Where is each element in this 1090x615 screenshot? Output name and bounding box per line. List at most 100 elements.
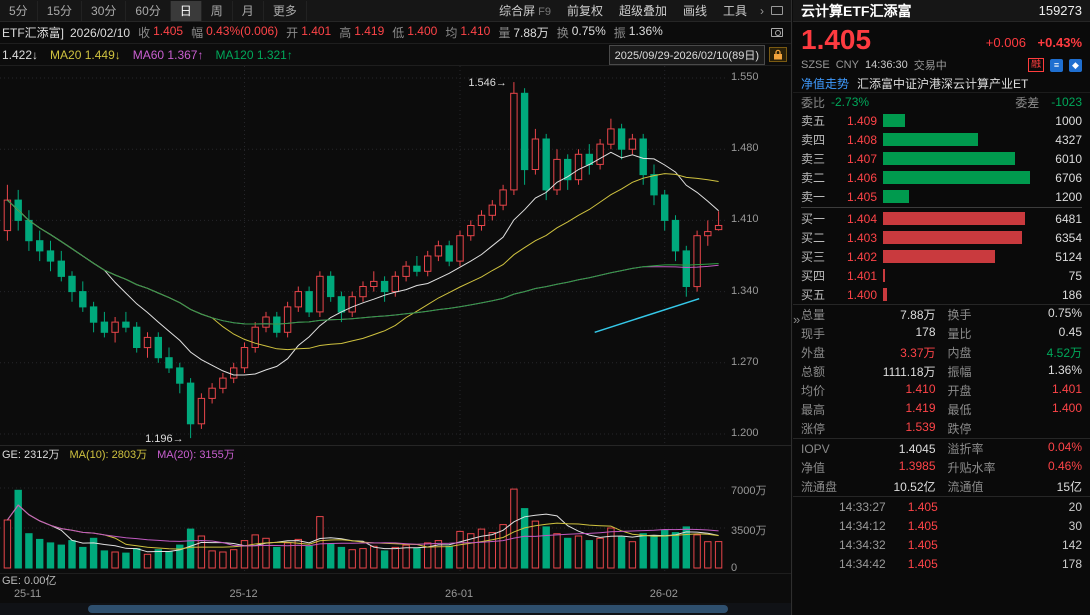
- stat-label: 总量: [801, 308, 826, 322]
- menu-tools[interactable]: 工具: [722, 4, 747, 18]
- time-axis-label-2: 26-01: [444, 588, 474, 600]
- stat-label: 涨停: [801, 422, 826, 436]
- book-volume-bar: [883, 250, 1030, 263]
- period-tab-3[interactable]: 60分: [126, 0, 171, 21]
- top-toolbar: 5分 15分 30分 60分日周月更多 综合屏 F9 前复权 超级叠加 画线 工具 ›: [0, 0, 791, 22]
- stat-value: 10.52亿: [893, 480, 936, 494]
- period-tab-1[interactable]: 15分: [38, 0, 83, 21]
- info-label-3: 高: [339, 26, 352, 40]
- book-price: 1.402: [846, 249, 877, 264]
- period-tab-7[interactable]: 更多: [264, 0, 307, 21]
- order-book-row-ask-4[interactable]: 卖二 1.406 6706: [793, 168, 1090, 187]
- volume-axis-label-0: 7000万: [731, 485, 767, 497]
- meta-row: SZSE CNY 14:36:30 交易中 融 ≡ ◆: [793, 56, 1090, 74]
- order-book-row-ask-3[interactable]: 卖三 1.407 6010: [793, 149, 1090, 168]
- volume-chart[interactable]: 7000万 3500万 0: [0, 462, 791, 574]
- stat-value: 3.37万: [900, 346, 936, 360]
- iopv-cell-1-1: 升贴水率 0.46%: [948, 459, 1083, 476]
- margin-badge[interactable]: 融: [1028, 58, 1044, 72]
- info-label-6: 量: [498, 26, 511, 40]
- tick-list[interactable]: 14:33:27 1.405 20 14:34:12 1.405 30 14:34:32 1.…: [793, 496, 1090, 573]
- screen-icon[interactable]: [771, 6, 783, 15]
- book-level-label: 卖五: [801, 114, 826, 128]
- volume-legend: GE: 2312万 MA(10): 2803万 MA(20): 3155万: [2, 446, 245, 462]
- date-range-badge[interactable]: 2025/09/29-2026/02/10(89日): [608, 44, 765, 65]
- period-tab-2[interactable]: 30分: [82, 0, 127, 21]
- chevron-right-icon[interactable]: ›: [760, 3, 764, 18]
- candlestick-chart[interactable]: 1.546→ 1.196→ 1.550 1.480 1.410 1.340 1.270 1.…: [0, 66, 791, 446]
- stat-value: 0.45: [1058, 325, 1082, 339]
- period-tabs: 5分 15分 30分 60分日周月更多: [0, 0, 307, 21]
- stat-row-4: 均价 1.410 开盘 1.401: [793, 381, 1090, 400]
- horizontal-scrollbar[interactable]: [0, 603, 791, 615]
- stat-label: 外盘: [801, 346, 826, 360]
- book-price: 1.406: [846, 170, 877, 185]
- stat-row-3: 总额 1111.18万 振幅 1.36%: [793, 362, 1090, 381]
- ask-order-book: 卖五 1.409 1000 卖四 1.408 4327 卖三 1.407 6010 卖二 1.406…: [793, 111, 1090, 206]
- panel-expander[interactable]: »: [793, 312, 801, 327]
- scrollbar-thumb[interactable]: [88, 605, 728, 613]
- camera-icon[interactable]: [771, 28, 783, 37]
- book-volume: 4327: [1055, 132, 1082, 147]
- book-volume: 75: [1068, 268, 1082, 283]
- stat-cell-6-1: 跌停: [948, 420, 1083, 437]
- price-axis-label-3: 1.340: [731, 284, 759, 297]
- order-book-row-bid-1[interactable]: 买一 1.404 6481: [793, 209, 1090, 228]
- stat-label: 流通值: [947, 480, 984, 494]
- menu-draw-line[interactable]: 画线: [682, 4, 707, 18]
- volume-axis: 7000万 3500万 0: [725, 462, 791, 574]
- ma-legend-bar: 1.422↓ MA20 1.449↓ MA60 1.367↑ MA120 1.321↑…: [0, 44, 791, 66]
- period-tab-4[interactable]: 日: [170, 0, 202, 21]
- list-icon[interactable]: ≡: [1050, 58, 1063, 72]
- quote-panel: » 云计算ETF汇添富 159273 1.405 +0.006 +0.43% S…: [793, 0, 1090, 615]
- order-book-row-bid-2[interactable]: 买二 1.403 6354: [793, 228, 1090, 247]
- order-book-row-bid-3[interactable]: 买三 1.402 5124: [793, 247, 1090, 266]
- stat-value: 1.400: [1051, 401, 1082, 415]
- period-tab-0[interactable]: 5分: [0, 0, 38, 21]
- book-volume-bar: [883, 133, 1030, 146]
- price-axis-label-0: 1.550: [731, 71, 759, 83]
- stats-grid: 总量 7.88万 换手 0.75% 现手 178 量比 0.45 外盘 3.37万 内盘 4.52万总…: [793, 304, 1090, 438]
- stat-cell-3-0: 总额 1111.18万: [801, 363, 936, 380]
- stat-value: 1.3985: [898, 459, 936, 473]
- stat-cell-4-1: 开盘 1.401: [948, 382, 1083, 399]
- book-volume-bar: [883, 212, 1030, 225]
- panel-header: 云计算ETF汇添富 159273: [793, 0, 1090, 22]
- order-book-row-bid-5[interactable]: 买五 1.400 186: [793, 285, 1090, 304]
- order-book-row-ask-1[interactable]: 卖五 1.409 1000: [793, 111, 1090, 130]
- order-book-row-ask-5[interactable]: 卖一 1.405 1200: [793, 187, 1090, 206]
- book-level-label: 卖二: [801, 171, 826, 185]
- book-level-label: 买三: [801, 250, 826, 264]
- period-tab-5[interactable]: 周: [202, 0, 233, 21]
- book-level-label: 卖一: [801, 190, 826, 204]
- book-volume: 6706: [1055, 170, 1082, 185]
- menu-composite-screen[interactable]: 综合屏 F9: [499, 4, 551, 18]
- diamond-icon[interactable]: ◆: [1069, 58, 1082, 72]
- info-value-0: 1.405: [153, 24, 184, 38]
- nav-trend-link[interactable]: 净值走势: [801, 76, 850, 91]
- book-price: 1.400: [846, 287, 877, 302]
- tick-time: 14:33:27: [839, 499, 886, 514]
- info-value-4: 1.400: [407, 24, 438, 38]
- stat-row-6: 涨停 1.539 跌停: [793, 419, 1090, 438]
- info-label-4: 低: [392, 26, 405, 40]
- period-tab-6[interactable]: 月: [233, 0, 264, 21]
- order-book-row-bid-4[interactable]: 买四 1.401 75: [793, 266, 1090, 285]
- amount-row: GE: 0.00亿: [0, 574, 791, 588]
- stat-value: 15亿: [1056, 480, 1082, 494]
- price-axis-label-2: 1.410: [731, 213, 759, 226]
- order-book-row-ask-2[interactable]: 卖四 1.408 4327: [793, 130, 1090, 149]
- svg-text:1.196→: 1.196→: [145, 433, 184, 445]
- book-volume-bar: [883, 114, 1030, 127]
- book-volume-bar: [883, 171, 1030, 184]
- stat-cell-0-0: 总量 7.88万: [801, 306, 936, 323]
- tick-price: 1.405: [907, 518, 938, 533]
- stock-name: 云计算ETF汇添富: [801, 2, 912, 19]
- menu-forward-adjust[interactable]: 前复权: [566, 4, 603, 18]
- menu-key-composite-screen: F9: [538, 6, 551, 18]
- stat-value: 4.52万: [1046, 346, 1082, 360]
- stat-label: 换手: [947, 308, 972, 322]
- menu-super-overlay[interactable]: 超级叠加: [618, 4, 667, 18]
- lock-icon[interactable]: [769, 47, 787, 62]
- stat-label: 现手: [801, 327, 826, 341]
